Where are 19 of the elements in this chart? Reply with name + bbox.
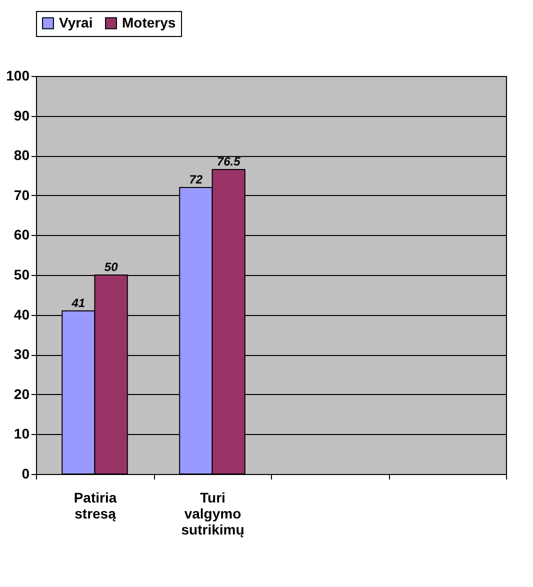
y-tick-label: 50 [14,266,30,282]
data-label: 76.5 [216,154,241,169]
y-tick-label: 100 [6,68,30,84]
y-tick-label: 20 [14,386,30,402]
legend-label: Vyrai [59,14,93,30]
y-tick-label: 0 [22,466,30,482]
y-tick-label: 80 [14,147,30,164]
data-label: 41 [70,296,86,310]
y-tick-label: 70 [14,186,30,203]
y-tick-label: 30 [14,346,30,362]
y-tick-label: 40 [14,306,30,322]
data-label: 50 [104,260,118,274]
y-tick-label: 90 [14,107,30,124]
legend-label: Moterys [122,14,176,30]
data-label: 72 [189,172,203,186]
x-tick-label: Patiria stresą [74,490,117,522]
y-tick-label: 60 [14,226,30,243]
x-tick-label: Turi valgymo sutrikimų [181,490,244,538]
y-tick-label: 10 [14,426,30,442]
